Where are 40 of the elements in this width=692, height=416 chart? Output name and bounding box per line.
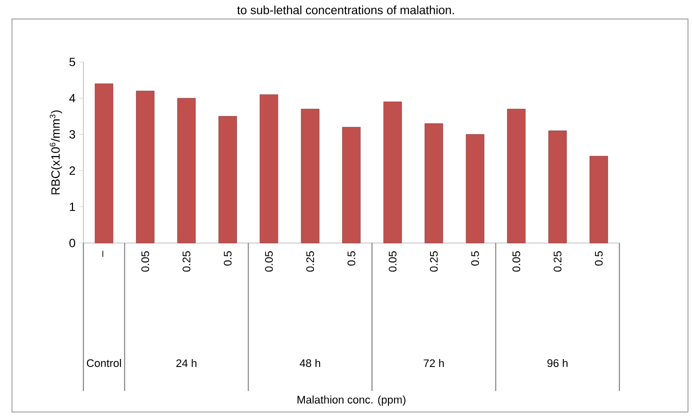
text: 96 h xyxy=(547,358,568,368)
x-tick-label: – xyxy=(102,250,104,257)
bar xyxy=(466,134,484,244)
text: 48 h xyxy=(300,358,320,368)
bar xyxy=(548,130,567,244)
bar xyxy=(260,94,278,244)
x-tick-label: 0.5 xyxy=(594,251,603,266)
y-tick-label: 4 xyxy=(69,94,76,102)
bar xyxy=(590,156,608,244)
y-tick-label: 5 xyxy=(69,58,76,66)
bar xyxy=(383,102,402,244)
bar xyxy=(342,126,361,244)
y-tick-label: 3 xyxy=(69,130,76,139)
chart-title: to sub-lethal concentrations of malathion. xyxy=(237,6,454,14)
x-tick-label: 0.25 xyxy=(182,251,190,272)
text: Malathion conc. (ppm) xyxy=(298,396,406,406)
x-tick-label: 0.05 xyxy=(512,251,520,272)
text: Control xyxy=(86,358,121,368)
x-tick-label: 0.5 xyxy=(471,251,479,266)
bar xyxy=(94,84,114,244)
text: 24 h xyxy=(176,359,196,367)
y-tick-label: 1 xyxy=(70,202,76,211)
text: 72 h xyxy=(424,359,444,367)
bar xyxy=(300,108,320,244)
bar xyxy=(424,123,444,244)
bar xyxy=(136,90,154,244)
x-tick-label: 0.05 xyxy=(265,251,273,272)
bar xyxy=(177,98,196,244)
x-tick-label: 0.5 xyxy=(224,251,232,266)
bar xyxy=(218,116,237,244)
y-axis-title: RBC(x10$^{6}$/mm$^{3}$) xyxy=(50,110,62,194)
x-tick-label: 0.5 xyxy=(348,251,356,266)
x-tick-label: 0.25 xyxy=(430,251,438,272)
x-tick-label: 0.25 xyxy=(554,251,562,272)
x-tick-label: 0.05 xyxy=(388,251,397,272)
bar xyxy=(507,108,526,244)
x-tick-label: 0.05 xyxy=(141,251,150,272)
y-tick-label: 2 xyxy=(70,166,76,175)
x-tick-label: 0.25 xyxy=(306,251,314,272)
y-tick-label: 0 xyxy=(69,238,76,248)
